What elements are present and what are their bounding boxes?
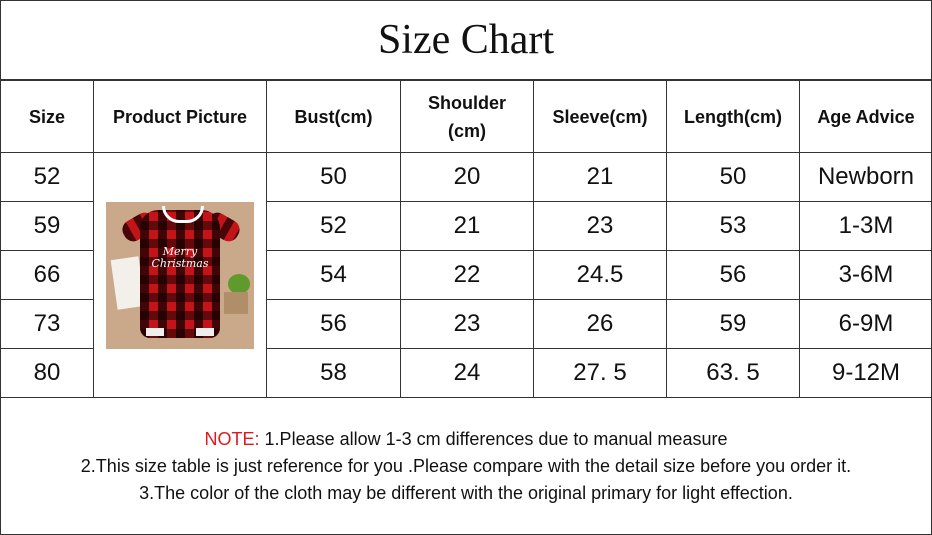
cell-shoulder: 21	[400, 201, 534, 251]
table-row: 73 56 23 26 59 6-9M	[0, 299, 932, 349]
header-bust: Bust(cm)	[266, 80, 401, 153]
page-title: Size Chart	[0, 0, 932, 80]
header-shoulder: Shoulder (cm)	[400, 80, 534, 153]
cell-shoulder: 24	[400, 348, 534, 398]
cell-bust: 52	[266, 201, 401, 251]
cell-bust: 58	[266, 348, 401, 398]
table-row: 59 52 21 23 53 1-3M	[0, 201, 932, 251]
cell-length: 50	[666, 152, 800, 202]
cell-bust: 50	[266, 152, 401, 202]
cell-bust: 54	[266, 250, 401, 300]
cell-age: 6-9M	[799, 299, 932, 349]
note-line-1: NOTE: 1.Please allow 1-3 cm differences …	[0, 428, 932, 450]
romper-image	[140, 209, 220, 338]
note-line-3: 3.The color of the cloth may be differen…	[139, 483, 793, 503]
cell-age: 1-3M	[799, 201, 932, 251]
cell-size: 80	[0, 348, 94, 398]
table-row: 66 54 22 24.5 56 3-6M	[0, 250, 932, 300]
header-sleeve: Sleeve(cm)	[533, 80, 667, 153]
cell-bust: 56	[266, 299, 401, 349]
romper-cuff	[146, 327, 164, 336]
header-shoulder-text: Shoulder (cm)	[427, 92, 506, 141]
cell-age: Newborn	[799, 152, 932, 202]
header-age-advice: Age Advice	[799, 80, 932, 153]
cell-age: 3-6M	[799, 250, 932, 300]
note-text-1: 1.Please allow 1-3 cm differences due to…	[259, 429, 728, 449]
cell-shoulder: 23	[400, 299, 534, 349]
cell-sleeve: 21	[533, 152, 667, 202]
size-table: Size Product Picture Bust(cm) Shoulder (…	[0, 80, 932, 398]
cell-size: 59	[0, 201, 94, 251]
cell-sleeve: 24.5	[533, 250, 667, 300]
table-row: 52 Merry Christmas 50 20 21 50 Newborn	[0, 152, 932, 398]
cell-length: 53	[666, 201, 800, 251]
cell-sleeve: 27. 5	[533, 348, 667, 398]
cell-size: 52	[0, 152, 94, 202]
romper-cuff	[196, 327, 214, 336]
cell-length: 59	[666, 299, 800, 349]
product-picture-cell: Merry Christmas	[93, 152, 267, 398]
cell-sleeve: 26	[533, 299, 667, 349]
notes-section: NOTE: 1.Please allow 1-3 cm differences …	[0, 398, 932, 534]
header-row: Size Product Picture Bust(cm) Shoulder (…	[0, 80, 932, 153]
cell-size: 66	[0, 250, 94, 300]
header-product-picture: Product Picture	[93, 80, 267, 153]
cell-length: 63. 5	[666, 348, 800, 398]
cell-length: 56	[666, 250, 800, 300]
cell-sleeve: 23	[533, 201, 667, 251]
note-label: NOTE:	[204, 429, 260, 449]
product-picture: Merry Christmas	[106, 201, 254, 349]
header-length: Length(cm)	[666, 80, 800, 153]
cell-age: 9-12M	[799, 348, 932, 398]
pot-decoration	[224, 291, 248, 314]
cell-shoulder: 22	[400, 250, 534, 300]
plant-decoration	[228, 273, 250, 294]
table-row: 80 58 24 27. 5 63. 5 9-12M	[0, 348, 932, 398]
romper-print-text: Merry Christmas	[151, 244, 209, 270]
cell-shoulder: 20	[400, 152, 534, 202]
header-size: Size	[0, 80, 94, 153]
note-line-2: 2.This size table is just reference for …	[80, 456, 852, 476]
cell-size: 73	[0, 299, 94, 349]
